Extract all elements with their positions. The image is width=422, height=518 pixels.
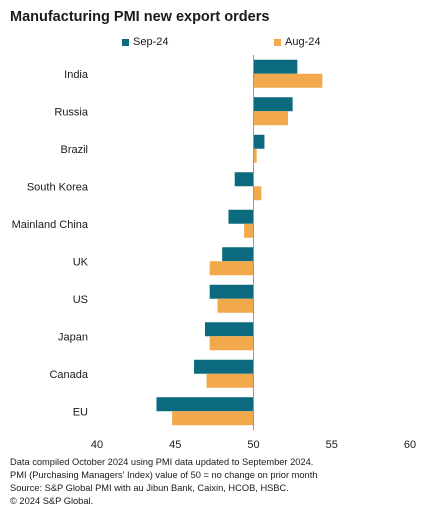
bar-us-sep-24 xyxy=(209,284,254,299)
bar-mainland-china-sep-24 xyxy=(228,209,254,224)
category-label-russia: Russia xyxy=(54,106,89,118)
legend-label-aug-24: Aug-24 xyxy=(285,36,321,48)
category-label-brazil: Brazil xyxy=(60,144,88,156)
bar-eu-aug-24 xyxy=(172,411,254,426)
x-tick-40: 40 xyxy=(91,439,103,451)
legend-label-sep-24: Sep-24 xyxy=(133,36,169,48)
bar-brazil-aug-24 xyxy=(253,148,257,163)
category-label-canada: Canada xyxy=(49,369,88,381)
legend-item-sep-24: Sep-24 xyxy=(122,36,168,48)
category-label-japan: Japan xyxy=(58,331,88,343)
footnote-pmi-definition: PMI (Purchasing Managers' Index) value o… xyxy=(10,470,318,480)
chart-title: Manufacturing PMI new export orders xyxy=(10,9,270,25)
bar-us-aug-24 xyxy=(217,298,254,313)
footnote-source: Source: S&P Global PMI with au Jibun Ban… xyxy=(10,483,289,493)
bar-mainland-china-aug-24 xyxy=(244,223,254,238)
category-label-us: US xyxy=(73,294,88,306)
bar-south-korea-sep-24 xyxy=(234,172,254,187)
bar-russia-aug-24 xyxy=(253,111,288,126)
x-tick-50: 50 xyxy=(247,439,259,451)
bar-canada-sep-24 xyxy=(194,359,254,374)
legend-swatch-sep-24 xyxy=(122,38,129,46)
legend-swatch-aug-24 xyxy=(274,38,281,46)
bar-uk-sep-24 xyxy=(222,247,254,262)
bar-india-aug-24 xyxy=(253,73,323,88)
x-tick-55: 55 xyxy=(326,439,338,451)
footnote-copyright: © 2024 S&P Global. xyxy=(10,496,94,506)
footnotes: Data compiled October 2024 using PMI dat… xyxy=(10,456,317,508)
x-tick-45: 45 xyxy=(169,439,181,451)
category-label-mainland-china: Mainland China xyxy=(12,219,89,231)
bar-south-korea-aug-24 xyxy=(253,186,262,201)
x-tick-60: 60 xyxy=(404,439,416,451)
bar-canada-aug-24 xyxy=(206,373,254,388)
bar-eu-sep-24 xyxy=(156,397,254,412)
bar-india-sep-24 xyxy=(253,59,298,74)
category-label-india: India xyxy=(64,69,89,81)
bar-russia-sep-24 xyxy=(253,97,293,112)
bar-uk-aug-24 xyxy=(209,261,254,276)
bar-japan-aug-24 xyxy=(209,336,254,351)
footnote-data-compiled: Data compiled October 2024 using PMI dat… xyxy=(10,457,314,467)
category-label-south-korea: South Korea xyxy=(27,181,89,193)
category-label-uk: UK xyxy=(73,256,89,268)
bar-brazil-sep-24 xyxy=(253,134,265,149)
legend-item-aug-24: Aug-24 xyxy=(274,36,320,48)
category-label-eu: EU xyxy=(73,406,88,418)
bar-japan-sep-24 xyxy=(204,322,254,337)
